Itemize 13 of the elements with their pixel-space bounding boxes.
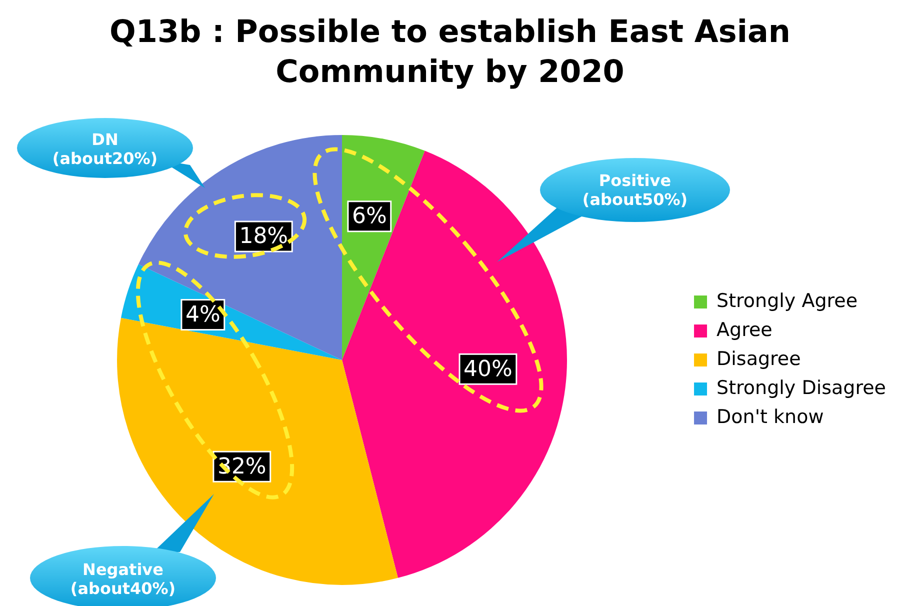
data-label: 40% — [464, 356, 512, 382]
legend-label: Don't know — [716, 406, 824, 428]
text: Positive (about50%) — [581, 171, 689, 209]
legend-label: Strongly Agree — [716, 290, 858, 312]
chart-title: Q13b : Possible to establish East Asian Community by 2020 — [108, 13, 792, 92]
legend-label: Agree — [716, 318, 772, 341]
text: DN (about20%) — [51, 130, 159, 168]
legend-label: Strongly Disagree — [716, 376, 886, 399]
data-label: 4% — [185, 302, 220, 328]
data-label: 6% — [352, 204, 387, 230]
legend-label: Disagree — [716, 348, 801, 370]
data-label: 18% — [239, 224, 288, 250]
text: Negative (about40%) — [69, 560, 177, 598]
